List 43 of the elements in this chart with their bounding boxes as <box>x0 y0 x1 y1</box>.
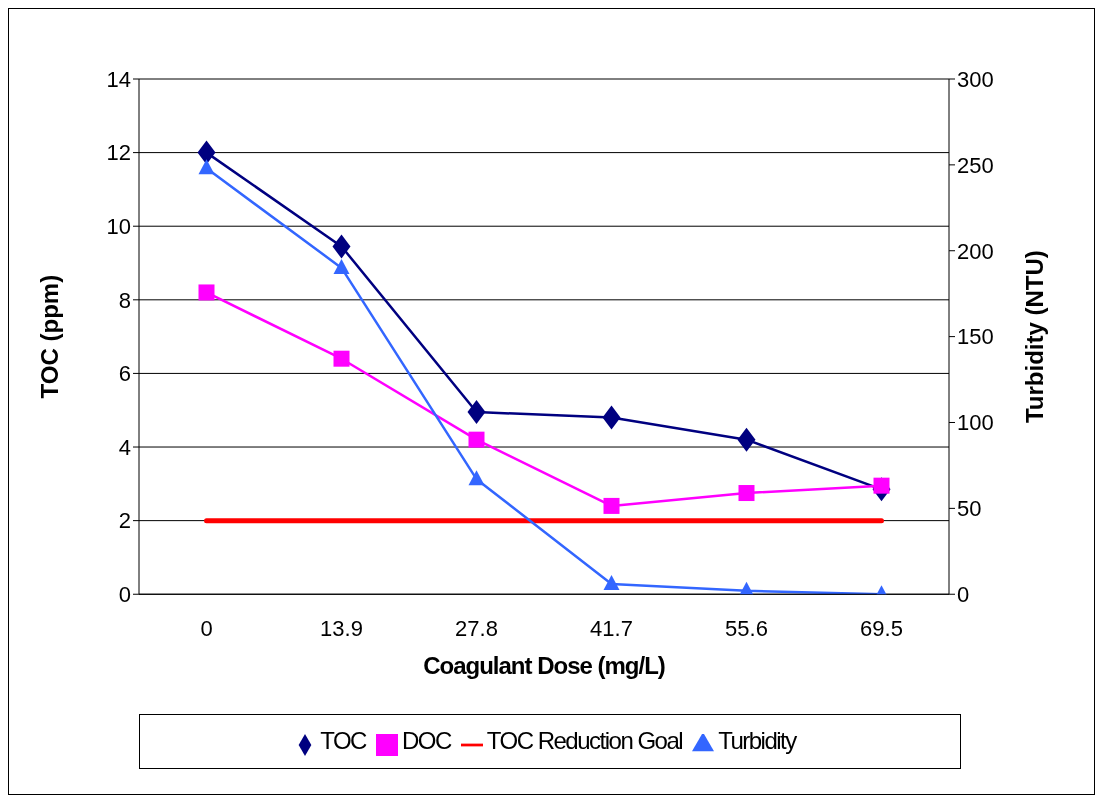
point <box>198 159 215 175</box>
point <box>332 234 351 259</box>
y-tick-label: 10 <box>106 214 131 240</box>
legend-label: TOC <box>320 727 366 755</box>
y-axis-title: TOC (ppm) <box>35 274 63 399</box>
point <box>737 427 756 452</box>
point <box>333 350 350 367</box>
chart-frame: TOC DOC TOC Reduction Goal Turbidity 0 13.9 27.8 41.7 55.6 69.5 Coagulant Dose (mg/L) 0 2 4 6 8 10 12 14 TOC (ppm) 0 50 100 150 200 250 300 Turbidity (NTU) <box>8 8 1095 795</box>
y2-tick-label: 0 <box>957 582 970 608</box>
point <box>468 431 485 448</box>
x-tick-label: 13.9 <box>320 615 363 641</box>
point <box>603 497 620 514</box>
x-axis-title: Coagulant Dose (mg/L) <box>423 652 665 680</box>
y-tick-label: 0 <box>118 582 131 608</box>
point <box>468 470 485 486</box>
point <box>198 284 215 301</box>
point <box>603 574 620 590</box>
y-tick-label: 2 <box>118 508 131 534</box>
x-tick-label: 69.5 <box>860 615 903 641</box>
y2-tick-label: 100 <box>957 410 994 436</box>
y2-tick-label: 250 <box>957 152 994 178</box>
y2-axis-title: Turbidity (NTU) <box>1020 250 1048 424</box>
x-tick-label: 55.6 <box>725 615 768 641</box>
point <box>602 405 621 430</box>
y-tick-label: 12 <box>106 140 131 166</box>
y2-tick-label: 150 <box>957 324 994 350</box>
point <box>467 400 486 425</box>
y2-tick-label: 200 <box>957 238 994 264</box>
y-tick-label: 6 <box>118 361 131 387</box>
legend-label: DOC <box>401 727 451 755</box>
x-tick-label: 0 <box>200 615 213 641</box>
y-tick-label: 8 <box>118 287 131 313</box>
legend-label: TOC Reduction Goal <box>486 727 683 755</box>
point <box>197 140 216 165</box>
y2-tick-label: 50 <box>957 496 982 522</box>
y-tick-label: 4 <box>118 434 131 460</box>
y-tick-label: 14 <box>106 66 131 92</box>
x-tick-label: 27.8 <box>455 615 498 641</box>
y2-tick-label: 300 <box>957 66 994 92</box>
point <box>738 485 755 502</box>
legend-label: Turbidity <box>718 727 796 755</box>
point <box>333 258 350 274</box>
x-tick-label: 41.7 <box>590 615 633 641</box>
